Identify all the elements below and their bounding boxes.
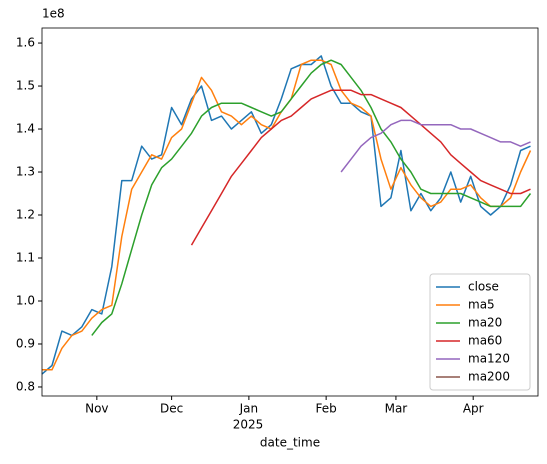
legend-label: ma120 xyxy=(468,352,510,366)
legend-label: ma200 xyxy=(468,370,510,384)
y-offset-label: 1e8 xyxy=(42,7,65,21)
x-tick-label: Jan xyxy=(239,402,259,416)
x-tick-label: Nov xyxy=(85,402,108,416)
x-axis-label: date_time xyxy=(260,436,320,450)
y-tick-label: 1.4 xyxy=(16,122,35,136)
legend-label: close xyxy=(468,280,499,294)
y-tick-label: 1.2 xyxy=(16,208,35,222)
line-series xyxy=(190,89,531,246)
y-tick-label: 0.9 xyxy=(16,336,35,350)
x-tick-label: Apr xyxy=(463,402,484,416)
y-tick-label: 1.3 xyxy=(16,165,35,179)
legend-label: ma5 xyxy=(468,298,495,312)
legend-label: ma60 xyxy=(468,334,502,348)
x-tick-label: Feb xyxy=(316,402,337,416)
line-series xyxy=(340,119,531,173)
legend-label: ma20 xyxy=(468,316,502,330)
y-tick-label: 1.6 xyxy=(16,36,35,50)
x-offset-label: 2025 xyxy=(233,418,264,432)
x-tick-label: Dec xyxy=(160,402,183,416)
x-tick-label: Mar xyxy=(385,402,408,416)
y-tick-label: 1.0 xyxy=(16,293,35,307)
plot-frame xyxy=(41,27,539,397)
y-tick-label: 1.5 xyxy=(16,79,35,93)
line-series xyxy=(41,55,531,375)
y-tick-label: 0.8 xyxy=(16,379,35,393)
legend-box xyxy=(429,273,531,391)
line-series xyxy=(91,59,532,336)
y-tick-label: 1.1 xyxy=(16,251,35,265)
